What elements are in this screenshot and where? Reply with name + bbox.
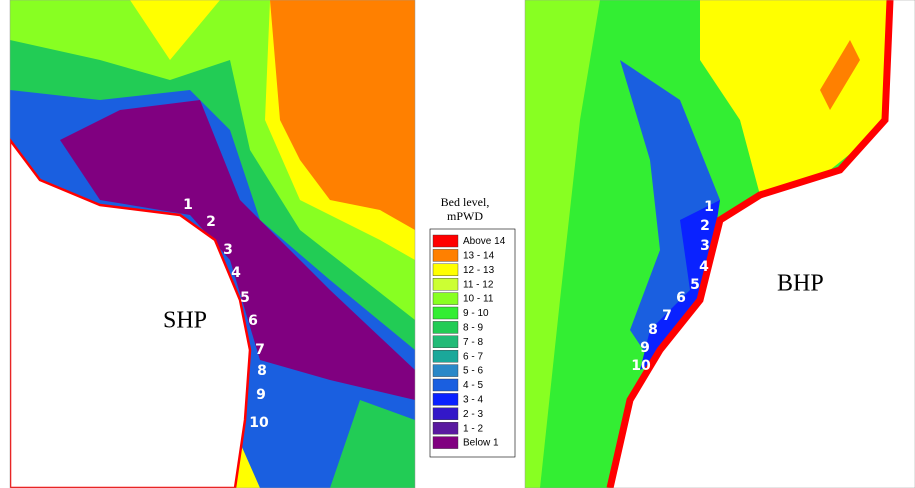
legend-label: 12 - 13 — [463, 265, 495, 276]
legend-title: mPWD — [447, 209, 483, 223]
legend-label: 2 - 3 — [463, 409, 483, 420]
point-label: 6 — [676, 290, 686, 306]
legend-swatch — [433, 350, 458, 362]
left-map — [10, 0, 415, 488]
point-label: 7 — [255, 342, 265, 358]
legend-swatch — [433, 422, 458, 434]
point-label: 6 — [248, 313, 258, 329]
point-label: 8 — [257, 363, 267, 379]
legend-label: Below 1 — [463, 438, 499, 449]
legend-swatch — [433, 336, 458, 348]
legend-label: 3 - 4 — [463, 395, 483, 406]
legend-swatch — [433, 321, 458, 333]
point-label: 10 — [631, 358, 651, 374]
legend-label: 7 - 8 — [463, 337, 483, 348]
point-label: 3 — [700, 238, 710, 254]
point-label: 3 — [223, 242, 233, 258]
legend-swatch — [433, 365, 458, 377]
legend-swatch — [433, 249, 458, 261]
point-label: 9 — [256, 387, 266, 403]
legend-label: 5 - 6 — [463, 366, 483, 377]
map-figure: SHP BHP 1234567891012345678910Bed level,… — [0, 0, 915, 488]
legend-title: Bed level, — [441, 195, 490, 209]
legend-swatch — [433, 235, 458, 247]
point-label: 9 — [640, 340, 650, 356]
point-label: 1 — [183, 197, 193, 213]
legend-label: 9 - 10 — [463, 308, 489, 319]
legend-label: 13 - 14 — [463, 251, 495, 262]
point-label: 4 — [699, 259, 709, 275]
point-label: 7 — [662, 308, 672, 324]
right-map — [525, 0, 915, 488]
legend-label: 10 - 11 — [463, 294, 494, 305]
legend-swatch — [433, 379, 458, 391]
legend-label: 1 - 2 — [463, 423, 483, 434]
point-label: 8 — [648, 322, 658, 338]
legend-swatch — [433, 278, 458, 290]
legend-swatch — [433, 437, 458, 449]
site-label: SHP — [163, 308, 207, 334]
legend-label: 11 - 12 — [463, 279, 494, 290]
legend-label: Above 14 — [463, 236, 506, 247]
legend-label: 8 - 9 — [463, 323, 483, 334]
legend-swatch — [433, 293, 458, 305]
legend-swatch — [433, 264, 458, 276]
site-label: BHP — [777, 271, 824, 297]
legend-swatch — [433, 307, 458, 319]
point-label: 10 — [249, 415, 269, 431]
legend-swatch — [433, 393, 458, 405]
legend-swatch — [433, 408, 458, 420]
legend-label: 4 - 5 — [463, 380, 483, 391]
point-label: 5 — [690, 277, 700, 293]
point-label: 2 — [700, 218, 710, 234]
legend-label: 6 - 7 — [463, 351, 483, 362]
point-label: 2 — [206, 214, 216, 230]
point-label: 5 — [240, 290, 250, 306]
point-label: 1 — [704, 199, 714, 215]
point-label: 4 — [231, 265, 241, 281]
